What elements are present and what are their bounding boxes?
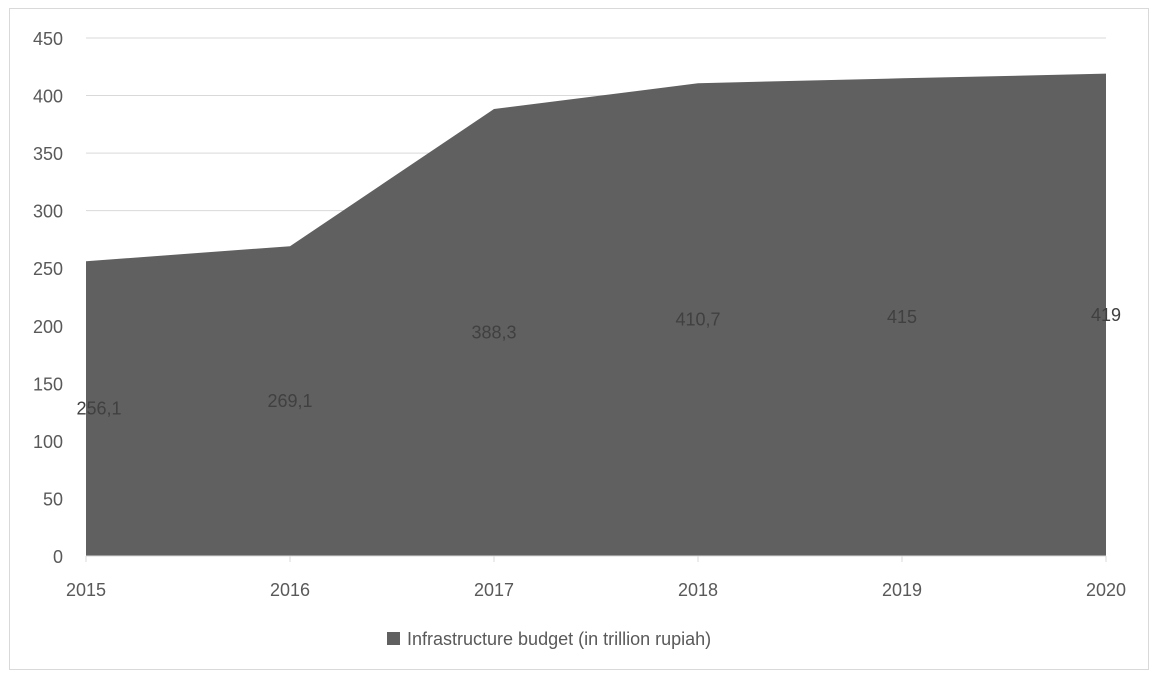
y-tick-label: 0 xyxy=(53,547,63,567)
legend-label: Infrastructure budget (in trillion rupia… xyxy=(407,629,711,649)
data-label: 419 xyxy=(1091,305,1121,325)
y-tick-label: 400 xyxy=(33,87,63,107)
y-tick-label: 50 xyxy=(43,489,63,509)
data-label: 388,3 xyxy=(471,323,516,343)
area-series-infrastructure-budget xyxy=(86,73,1106,556)
x-tick-label: 2016 xyxy=(270,580,310,600)
x-axis-tick-labels: 2015 2016 2017 2018 2019 2020 xyxy=(66,556,1126,600)
data-labels: 256,1 269,1 388,3 410,7 415 419 xyxy=(76,305,1121,419)
y-tick-label: 100 xyxy=(33,432,63,452)
data-label: 415 xyxy=(887,307,917,327)
x-tick-label: 2018 xyxy=(678,580,718,600)
data-label: 410,7 xyxy=(675,310,720,330)
data-label: 269,1 xyxy=(267,391,312,411)
legend: Infrastructure budget (in trillion rupia… xyxy=(387,629,711,649)
x-tick-label: 2020 xyxy=(1086,580,1126,600)
data-label: 256,1 xyxy=(76,399,121,419)
x-tick-label: 2017 xyxy=(474,580,514,600)
area-layer xyxy=(86,73,1106,556)
y-axis-tick-labels: 0 50 100 150 200 250 300 350 400 450 xyxy=(33,29,63,567)
x-tick-label: 2019 xyxy=(882,580,922,600)
y-tick-label: 350 xyxy=(33,144,63,164)
x-tick-label: 2015 xyxy=(66,580,106,600)
y-tick-label: 450 xyxy=(33,29,63,49)
y-tick-label: 150 xyxy=(33,374,63,394)
legend-swatch xyxy=(387,632,400,645)
y-tick-label: 200 xyxy=(33,317,63,337)
y-tick-label: 250 xyxy=(33,259,63,279)
y-tick-label: 300 xyxy=(33,202,63,222)
